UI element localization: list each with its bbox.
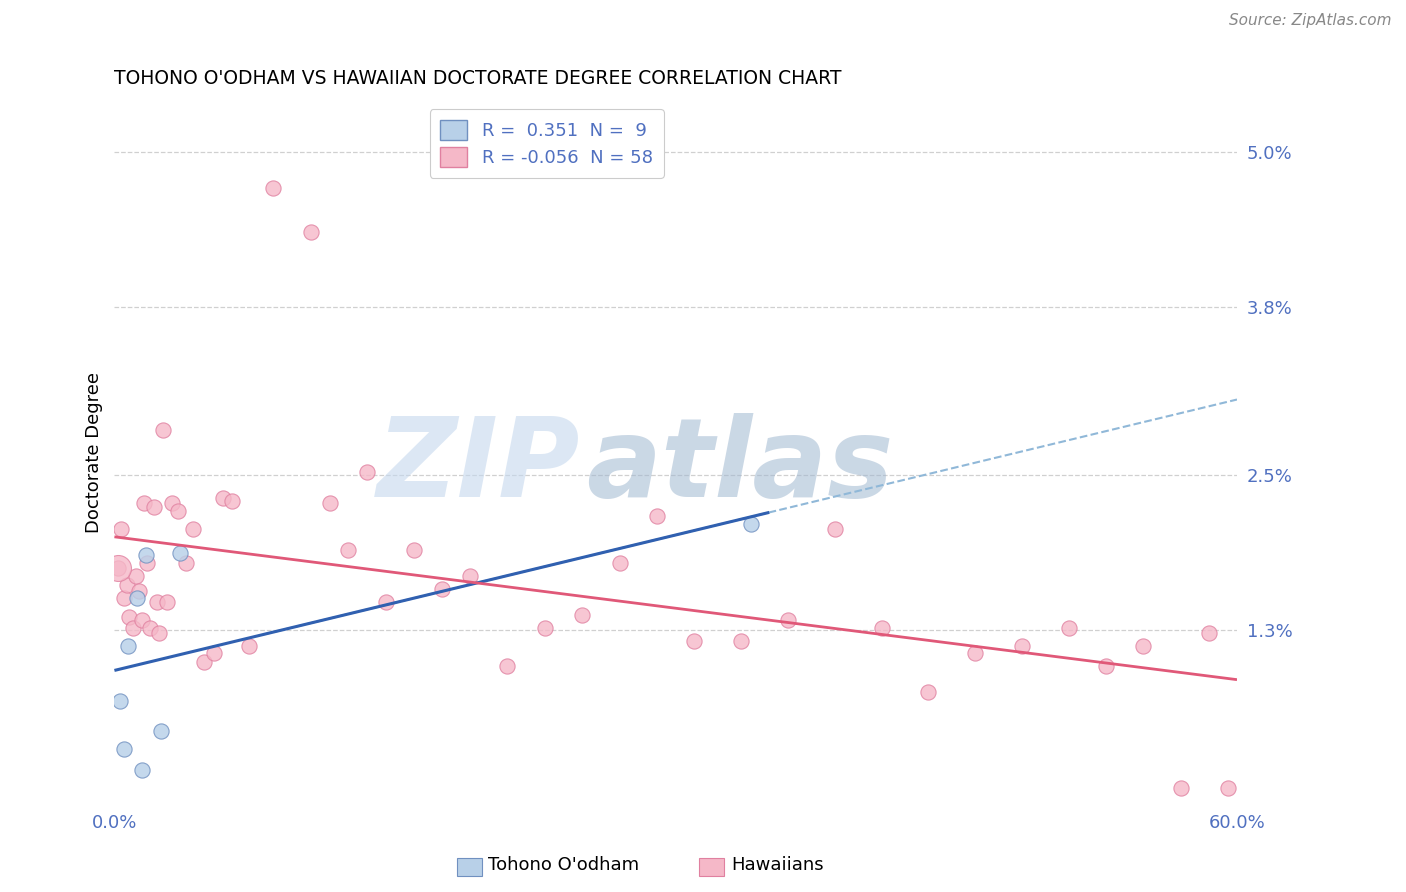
Point [356,466,378,480]
Point [110,522,132,536]
Point [374,595,396,609]
Point [262,181,284,195]
Point [458,569,481,583]
Point [318,496,340,510]
Point [122,621,145,635]
Point [571,607,593,622]
Text: Tohono O'odham: Tohono O'odham [488,856,638,874]
Point [174,556,197,570]
Point [112,742,135,756]
Point [139,621,162,635]
Point [150,724,173,739]
Point [824,522,846,536]
Point [136,556,159,570]
Point [870,621,893,635]
Point [740,517,762,532]
Point [238,639,260,653]
Text: TOHONO O'ODHAM VS HAWAIIAN DOCTORATE DEGREE CORRELATION CHART: TOHONO O'ODHAM VS HAWAIIAN DOCTORATE DEG… [114,69,842,87]
Point [337,543,360,558]
Text: Hawaiians: Hawaiians [731,856,824,874]
Point [181,522,204,536]
Text: Source: ZipAtlas.com: Source: ZipAtlas.com [1229,13,1392,29]
Point [128,584,150,599]
Point [148,625,170,640]
Point [112,591,135,605]
Point [156,595,179,609]
Point [115,578,138,592]
Point [1170,780,1192,795]
Point [117,639,139,653]
Point [167,504,190,518]
Point [776,613,799,627]
Point [1057,621,1080,635]
Point [1095,659,1118,673]
Point [496,659,519,673]
Point [683,633,706,648]
Text: atlas: atlas [586,413,893,520]
Point [107,561,129,575]
Point [299,225,322,239]
Point [645,509,668,524]
Point [963,647,986,661]
Point [125,569,148,583]
Point [202,647,225,661]
Point [169,546,191,560]
Point [1216,780,1239,795]
Point [135,548,157,562]
Legend: R =  0.351  N =  9, R = -0.056  N = 58: R = 0.351 N = 9, R = -0.056 N = 58 [429,109,664,178]
Point [1198,625,1220,640]
Y-axis label: Doctorate Degree: Doctorate Degree [86,372,103,533]
Point [134,496,156,510]
Point [152,423,174,437]
Point [131,763,153,777]
Point [402,543,425,558]
Point [221,494,243,508]
Point [1132,639,1154,653]
Point [108,694,131,708]
Point [131,613,153,627]
Point [917,685,939,699]
Point [107,561,129,575]
Point [430,582,453,596]
Point [125,591,148,605]
Point [730,633,752,648]
Point [193,656,215,670]
Point [533,621,555,635]
Text: ZIP: ZIP [377,413,581,520]
Point [1011,639,1033,653]
Point [212,491,235,506]
Point [145,595,167,609]
Point [142,500,165,515]
Point [118,610,141,624]
Point [162,496,184,510]
Point [609,556,631,570]
